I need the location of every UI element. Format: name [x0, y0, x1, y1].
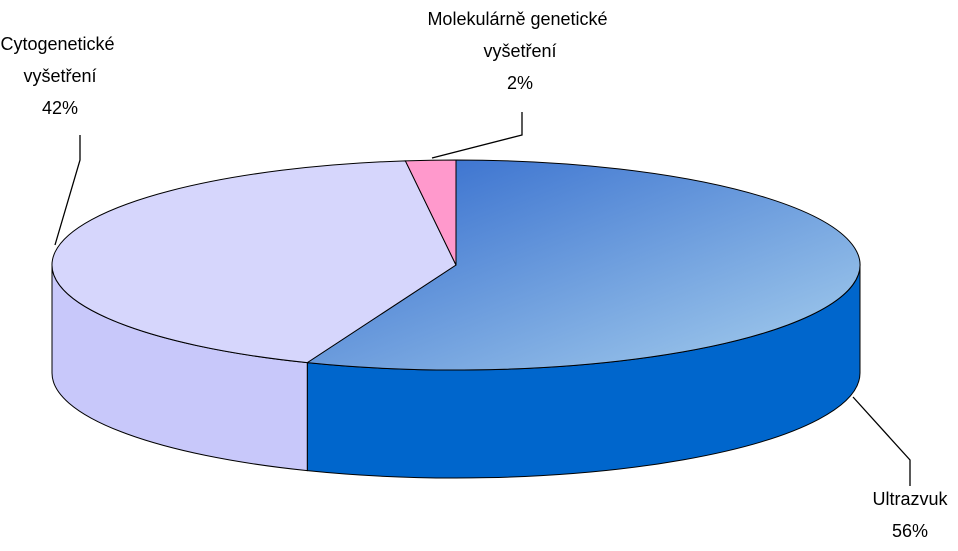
- category-label: Ultrazvuk: [872, 489, 948, 509]
- leader-line: [431, 112, 523, 159]
- value-label: 2%: [507, 73, 533, 93]
- value-label: 56%: [892, 521, 928, 541]
- pie-slice: [404, 159, 457, 266]
- leader-line: [852, 396, 911, 486]
- category-label: Cytogenetické vyšetření: [0, 34, 119, 86]
- category-label: Molekulárně genetické vyšetření: [427, 9, 612, 61]
- leader-line: [54, 135, 81, 246]
- pie-slice: [51, 160, 457, 364]
- pie-slice: [305, 159, 861, 371]
- value-label: 42%: [42, 98, 78, 118]
